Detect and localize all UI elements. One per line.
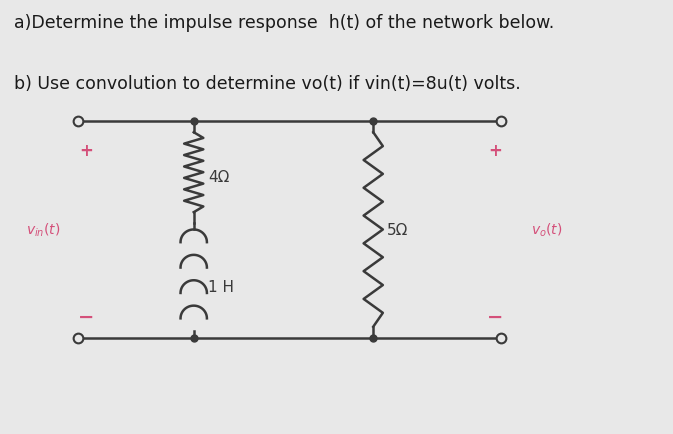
Text: b) Use convolution to determine vo(t) if vin(t)=8u(t) volts.: b) Use convolution to determine vo(t) if… — [14, 75, 521, 92]
Text: $v_{in}(t)$: $v_{in}(t)$ — [26, 221, 61, 239]
Text: 1 H: 1 H — [208, 279, 234, 295]
Text: 5Ω: 5Ω — [388, 223, 409, 237]
Text: −: − — [487, 307, 503, 326]
Text: +: + — [79, 141, 93, 159]
Text: a)Determine the impulse response  h(t) of the network below.: a)Determine the impulse response h(t) of… — [14, 14, 555, 32]
Text: $v_o(t)$: $v_o(t)$ — [530, 221, 562, 239]
Text: +: + — [488, 141, 502, 159]
Text: 4Ω: 4Ω — [208, 170, 229, 184]
Text: −: − — [78, 307, 94, 326]
